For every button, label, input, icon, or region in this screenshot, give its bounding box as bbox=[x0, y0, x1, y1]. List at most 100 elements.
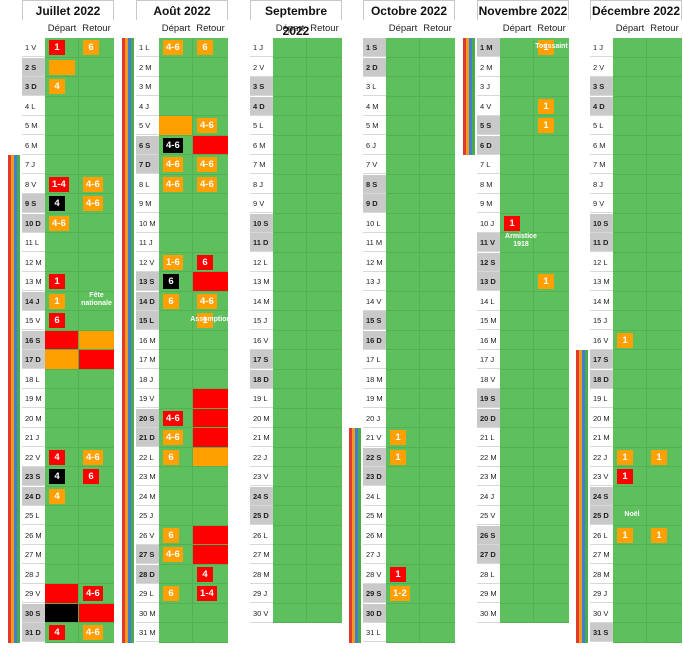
day-row[interactable]: 4 L bbox=[22, 96, 114, 116]
depart-cell[interactable]: 1 bbox=[45, 38, 79, 58]
depart-cell[interactable] bbox=[386, 194, 420, 214]
day-row[interactable]: 4 M bbox=[363, 96, 455, 116]
retour-cell[interactable] bbox=[647, 57, 682, 77]
day-row[interactable]: 6 M bbox=[250, 135, 342, 155]
depart-cell[interactable] bbox=[500, 330, 534, 350]
retour-cell[interactable] bbox=[647, 213, 682, 233]
depart-cell[interactable] bbox=[500, 408, 534, 428]
depart-cell[interactable] bbox=[613, 603, 647, 623]
depart-cell[interactable] bbox=[273, 38, 307, 58]
retour-cell[interactable]: 4-6 bbox=[79, 447, 114, 467]
day-row[interactable]: 18 D bbox=[590, 369, 682, 389]
day-row[interactable]: 25 D bbox=[250, 506, 342, 526]
day-row[interactable]: 7 M bbox=[250, 155, 342, 175]
depart-cell[interactable] bbox=[386, 291, 420, 311]
retour-cell[interactable] bbox=[420, 467, 455, 487]
retour-cell[interactable] bbox=[193, 369, 228, 389]
retour-cell[interactable] bbox=[534, 506, 569, 526]
retour-cell[interactable] bbox=[79, 96, 114, 116]
retour-cell[interactable] bbox=[534, 174, 569, 194]
depart-cell[interactable] bbox=[273, 77, 307, 97]
depart-cell[interactable] bbox=[613, 174, 647, 194]
retour-cell[interactable]: 1 bbox=[534, 96, 569, 116]
depart-cell[interactable] bbox=[500, 506, 534, 526]
retour-cell[interactable] bbox=[79, 116, 114, 136]
depart-cell[interactable] bbox=[500, 486, 534, 506]
day-row[interactable]: 3 D 4 bbox=[22, 77, 114, 97]
retour-cell[interactable] bbox=[307, 233, 342, 253]
retour-cell[interactable]: 4-6 bbox=[193, 155, 228, 175]
retour-cell[interactable] bbox=[307, 428, 342, 448]
depart-cell[interactable] bbox=[500, 564, 534, 584]
day-row[interactable]: 10 L bbox=[363, 213, 455, 233]
depart-cell[interactable] bbox=[45, 135, 79, 155]
day-row[interactable]: 11 J bbox=[136, 233, 228, 253]
retour-cell[interactable] bbox=[647, 116, 682, 136]
day-row[interactable]: 6 M bbox=[22, 135, 114, 155]
retour-cell[interactable] bbox=[79, 252, 114, 272]
retour-cell[interactable] bbox=[307, 350, 342, 370]
depart-cell[interactable]: 1 bbox=[386, 564, 420, 584]
depart-cell[interactable] bbox=[500, 350, 534, 370]
day-row[interactable]: 28 M bbox=[250, 564, 342, 584]
depart-cell[interactable] bbox=[159, 330, 193, 350]
retour-cell[interactable] bbox=[647, 174, 682, 194]
depart-cell[interactable] bbox=[613, 408, 647, 428]
retour-cell[interactable] bbox=[647, 623, 682, 643]
retour-cell[interactable] bbox=[420, 447, 455, 467]
day-row[interactable]: 18 D bbox=[250, 369, 342, 389]
day-row[interactable]: 9 V bbox=[590, 194, 682, 214]
day-row[interactable]: 18 J bbox=[136, 369, 228, 389]
day-row[interactable]: 28 D 4 bbox=[136, 564, 228, 584]
day-row[interactable]: 22 J bbox=[250, 447, 342, 467]
depart-cell[interactable] bbox=[613, 77, 647, 97]
retour-cell[interactable] bbox=[647, 330, 682, 350]
day-row[interactable]: 19 V bbox=[136, 389, 228, 409]
day-row[interactable]: 20 D bbox=[477, 408, 569, 428]
day-row[interactable]: 9 S 4 4-6 bbox=[22, 194, 114, 214]
depart-cell[interactable] bbox=[386, 57, 420, 77]
depart-cell[interactable] bbox=[613, 38, 647, 58]
day-row[interactable]: 25 L bbox=[22, 506, 114, 526]
retour-cell[interactable] bbox=[307, 408, 342, 428]
day-row[interactable]: 6 D bbox=[477, 135, 569, 155]
retour-cell[interactable] bbox=[647, 584, 682, 604]
depart-cell[interactable] bbox=[386, 116, 420, 136]
depart-cell[interactable] bbox=[386, 486, 420, 506]
day-row[interactable]: 12 M bbox=[22, 252, 114, 272]
depart-cell[interactable] bbox=[159, 603, 193, 623]
depart-cell[interactable]: 4 bbox=[45, 77, 79, 97]
depart-cell[interactable] bbox=[273, 389, 307, 409]
day-row[interactable]: 23 V 1 bbox=[590, 467, 682, 487]
day-row[interactable]: 27 M bbox=[250, 545, 342, 565]
day-row[interactable]: 13 D 1 bbox=[477, 272, 569, 292]
day-row[interactable]: 2 S bbox=[22, 57, 114, 77]
depart-cell[interactable] bbox=[386, 408, 420, 428]
day-row[interactable]: 20 S 4-6 bbox=[136, 408, 228, 428]
day-row[interactable]: 24 L bbox=[363, 486, 455, 506]
retour-cell[interactable] bbox=[307, 116, 342, 136]
retour-cell[interactable] bbox=[534, 486, 569, 506]
retour-cell[interactable] bbox=[307, 389, 342, 409]
depart-cell[interactable] bbox=[273, 96, 307, 116]
depart-cell[interactable] bbox=[613, 389, 647, 409]
depart-cell[interactable] bbox=[613, 155, 647, 175]
depart-cell[interactable]: 6 bbox=[45, 311, 79, 331]
day-row[interactable]: 31 M bbox=[136, 623, 228, 643]
day-row[interactable]: 2 V bbox=[250, 57, 342, 77]
day-row[interactable]: 3 J bbox=[477, 77, 569, 97]
day-row[interactable]: 21 D 4-6 bbox=[136, 428, 228, 448]
retour-cell[interactable] bbox=[420, 350, 455, 370]
day-row[interactable]: 7 D 4-6 4-6 bbox=[136, 155, 228, 175]
retour-cell[interactable]: 6 bbox=[193, 252, 228, 272]
retour-cell[interactable] bbox=[307, 525, 342, 545]
depart-cell[interactable] bbox=[613, 369, 647, 389]
day-row[interactable]: 31 D 4 4-6 bbox=[22, 623, 114, 643]
day-row[interactable]: 5 L bbox=[590, 116, 682, 136]
depart-cell[interactable]: 6 bbox=[159, 584, 193, 604]
retour-cell[interactable] bbox=[534, 564, 569, 584]
day-row[interactable]: 16 S bbox=[22, 330, 114, 350]
depart-cell[interactable] bbox=[273, 564, 307, 584]
